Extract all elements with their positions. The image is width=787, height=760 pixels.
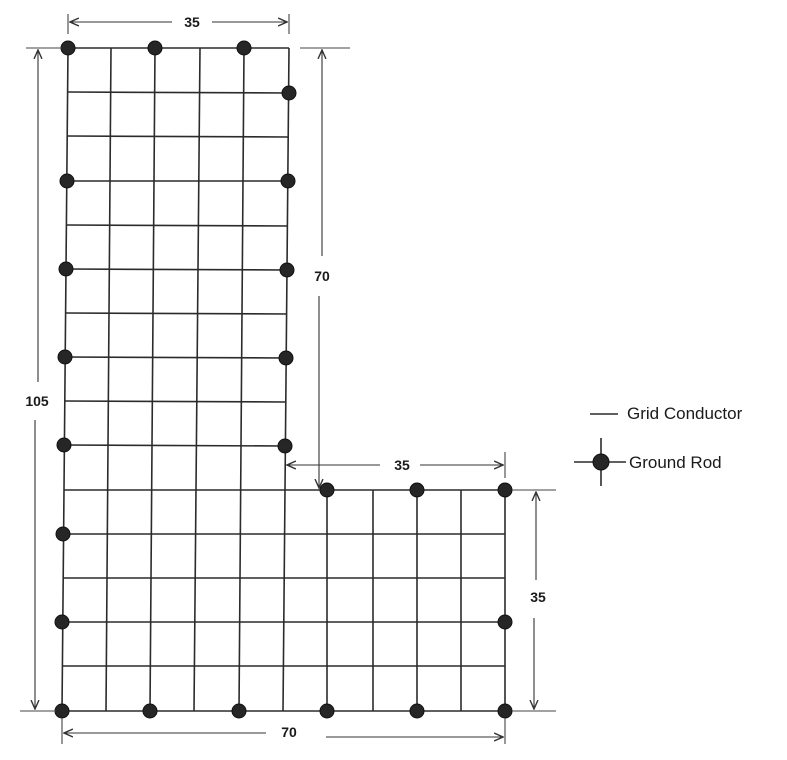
- grid-conductor-vertical: [105, 47, 112, 712]
- ground-rod: [60, 40, 76, 56]
- grid-conductor-vertical: [238, 47, 245, 712]
- dimension-right-upper-height: 70: [300, 47, 350, 488]
- ground-rod: [319, 703, 335, 719]
- grid-conductor-horizontal: [65, 312, 288, 315]
- grid-conductor-vertical: [149, 47, 156, 712]
- grid-conductor-horizontal: [66, 135, 289, 138]
- grid-conductor-vertical: [61, 47, 69, 712]
- ground-rod: [236, 40, 252, 56]
- grid-conductor-horizontal: [66, 224, 289, 227]
- dimension-total-height: 105: [20, 47, 62, 712]
- ground-rod: [409, 703, 425, 719]
- ground-rod: [54, 703, 70, 719]
- grid-conductor-horizontal: [67, 91, 290, 94]
- ground-rod: [279, 262, 295, 278]
- dimension-bottom-width: 70: [61, 718, 506, 744]
- ground-rod: [280, 173, 296, 189]
- dimension-top-width: 35: [67, 14, 290, 34]
- ground-rod: [142, 703, 158, 719]
- ground-rod: [409, 482, 425, 498]
- grid-conductor-vertical: [193, 47, 201, 712]
- grid-conductor-horizontal: [65, 268, 288, 271]
- ground-rod: [277, 438, 293, 454]
- dimension-right-lower-height: 35: [512, 489, 556, 712]
- grid-conductor-horizontal: [63, 444, 286, 447]
- legend-ground-rod-label: Ground Rod: [629, 453, 722, 472]
- legend-grid-conductor-label: Grid Conductor: [627, 404, 743, 423]
- ground-rod: [278, 350, 294, 366]
- ground-rod: [57, 349, 73, 365]
- ground-rod: [319, 482, 335, 498]
- dimension-label-top: 35: [184, 14, 200, 30]
- grid-conductor-horizontal: [64, 356, 287, 359]
- ground-rod: [147, 40, 163, 56]
- ground-rod: [281, 85, 297, 101]
- ground-rod: [59, 173, 75, 189]
- legend-ground-rod-symbol: [574, 438, 626, 486]
- ground-rod: [497, 614, 513, 630]
- dimension-label-bottom: 70: [281, 724, 297, 740]
- ground-rod: [56, 437, 72, 453]
- ground-rods: [54, 40, 513, 719]
- ground-rod: [231, 703, 247, 719]
- ground-rod: [54, 614, 70, 630]
- ground-rod: [497, 482, 513, 498]
- dimension-label-right-lower: 35: [530, 589, 546, 605]
- grid-conductor-vertical: [282, 47, 290, 712]
- ground-rod: [55, 526, 71, 542]
- ground-rod: [497, 703, 513, 719]
- grid-conductors: [61, 47, 506, 712]
- dimension-label-right-upper: 70: [314, 268, 330, 284]
- dimension-label-left: 105: [25, 393, 49, 409]
- ground-rod: [58, 261, 74, 277]
- dimension-step-width: 35: [287, 452, 506, 478]
- legend: Grid Conductor Ground Rod: [574, 404, 743, 486]
- grid-conductor-horizontal: [64, 400, 287, 403]
- dimension-label-step: 35: [394, 457, 410, 473]
